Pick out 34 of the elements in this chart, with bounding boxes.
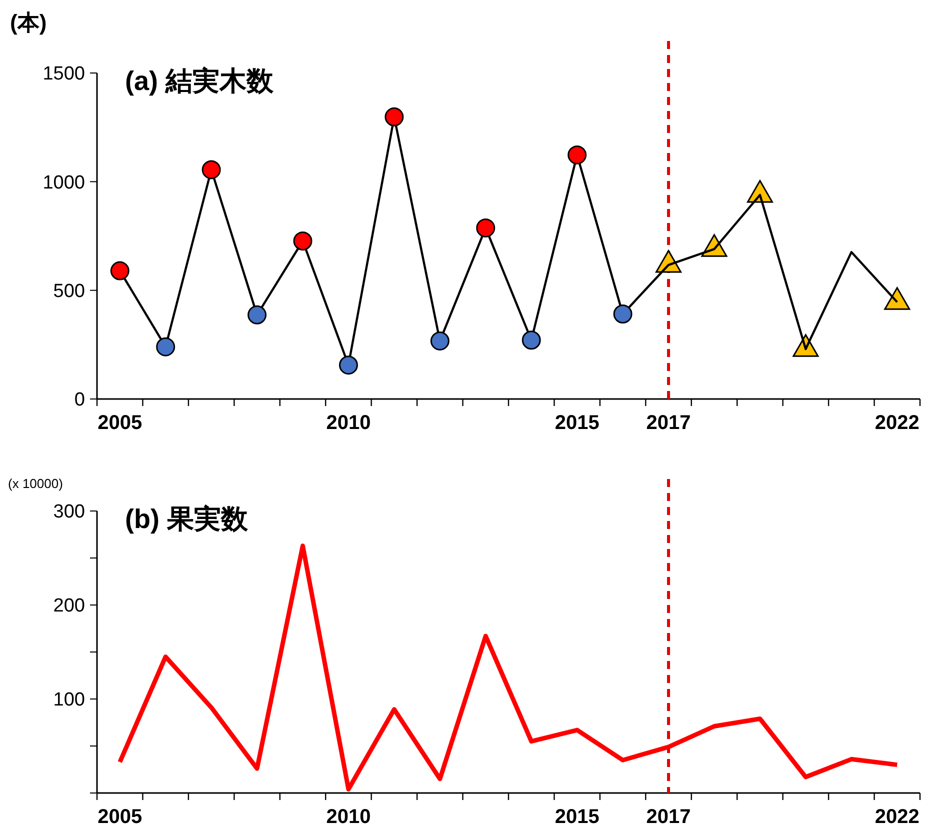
point: [568, 145, 587, 164]
y-tick-label: 500: [53, 280, 85, 302]
point: [476, 218, 496, 238]
point: [156, 337, 176, 356]
point: [248, 305, 267, 324]
x-tick-label: 2005: [98, 412, 142, 434]
y-tick-label: 200: [53, 596, 85, 617]
x-tick-label: 2022: [874, 806, 920, 828]
x-tick-label: 2017: [646, 412, 691, 434]
point: [522, 330, 541, 350]
chart-title: (a) 結実木数: [125, 66, 274, 96]
y-axis-title: (本): [10, 10, 47, 35]
x-tick-label: 2005: [98, 806, 142, 828]
point: [293, 232, 312, 250]
point: [384, 107, 404, 126]
y-tick-label: 1000: [42, 172, 85, 194]
y-tick-label: 300: [53, 502, 85, 523]
chart-title: (b) 果実数: [125, 504, 249, 534]
y-tick-label: 0: [74, 390, 85, 411]
x-tick-label: 2015: [554, 806, 600, 828]
x-tick-label: 2022: [874, 412, 920, 434]
x-tick-label: 2015: [554, 412, 600, 434]
x-tick-label: 2017: [646, 806, 691, 828]
y-tick-label: 1500: [42, 64, 85, 85]
point: [110, 261, 130, 280]
x-tick-label: 2010: [326, 412, 371, 434]
point: [202, 160, 221, 180]
point: [430, 332, 450, 350]
point: [338, 356, 358, 375]
y-tick-label: 100: [53, 690, 85, 711]
line-series: [118, 544, 900, 792]
point: [613, 304, 632, 324]
x-tick-label: 2010: [326, 806, 371, 828]
y-axis-title: (x 10000): [8, 476, 63, 491]
